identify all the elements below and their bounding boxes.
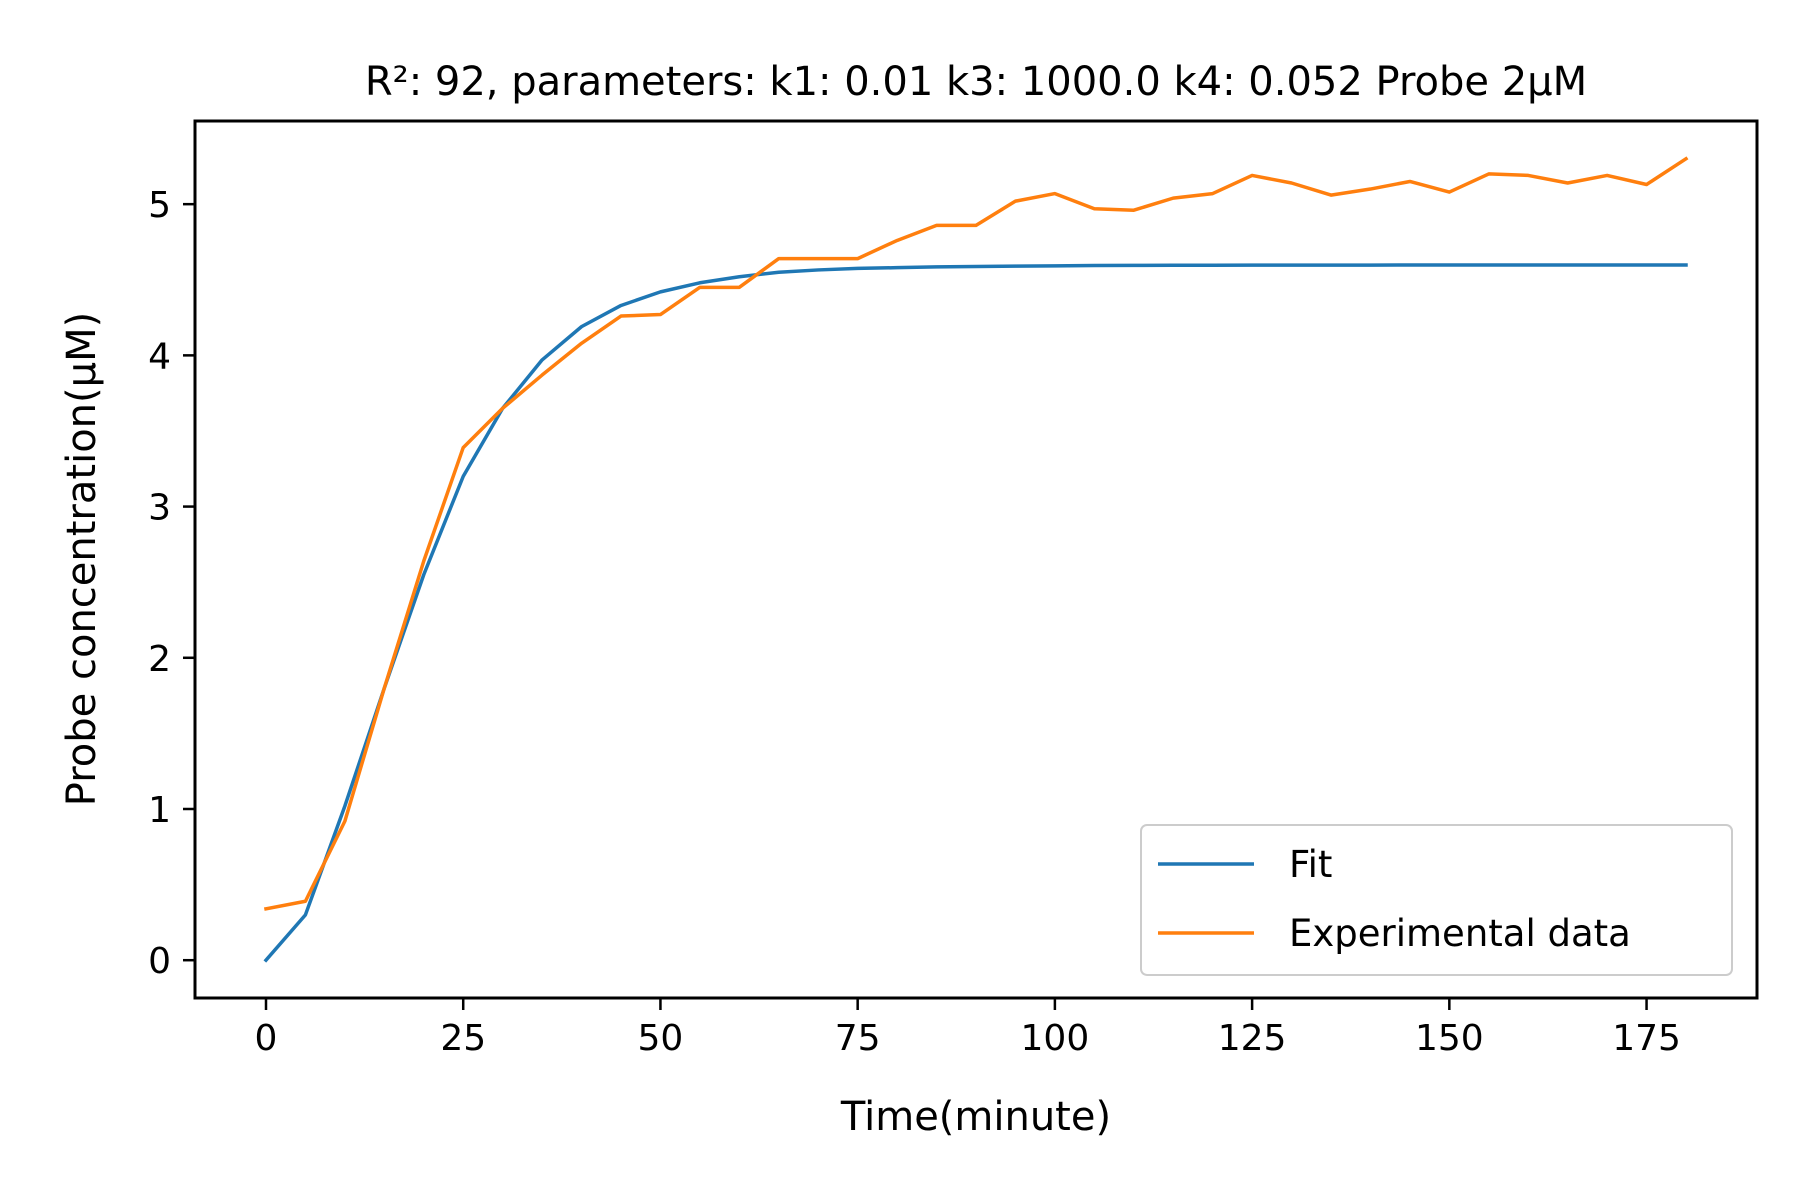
- x-tick-label: 125: [1218, 1018, 1287, 1059]
- x-tick-label: 150: [1415, 1018, 1484, 1059]
- y-tick-label: 5: [148, 185, 171, 226]
- plot-frame: [193, 119, 1759, 1000]
- legend: Fit Experimental data: [1140, 824, 1733, 976]
- legend-label-experimental-data: Experimental data: [1289, 912, 1631, 955]
- x-tick-label: 0: [255, 1018, 278, 1059]
- x-axis-ticks: 0 25 50 75 100 125 150 175: [255, 998, 1681, 1059]
- y-axis-ticks: 0 1 2 3 4 5: [148, 185, 195, 982]
- y-tick-label: 0: [148, 941, 171, 982]
- y-axis-label: Probe concentration(µM): [59, 312, 105, 806]
- y-tick-label: 3: [148, 488, 171, 529]
- plot-lines: [263, 156, 1689, 963]
- chart-title: R²: 92, parameters: k1: 0.01 k3: 1000.0 …: [365, 59, 1587, 105]
- x-tick-label: 175: [1612, 1018, 1681, 1059]
- x-tick-label: 75: [835, 1018, 881, 1059]
- x-tick-label: 100: [1021, 1018, 1090, 1059]
- x-tick-label: 25: [440, 1018, 486, 1059]
- y-tick-label: 4: [148, 336, 171, 377]
- series-line-experimental-data: [263, 156, 1689, 911]
- legend-box: [1140, 824, 1733, 976]
- y-tick-label: 1: [148, 790, 171, 831]
- y-tick-label: 2: [148, 639, 171, 680]
- legend-label-fit: Fit: [1289, 843, 1332, 886]
- x-tick-label: 50: [638, 1018, 684, 1059]
- x-axis-label: Time(minute): [840, 1094, 1111, 1140]
